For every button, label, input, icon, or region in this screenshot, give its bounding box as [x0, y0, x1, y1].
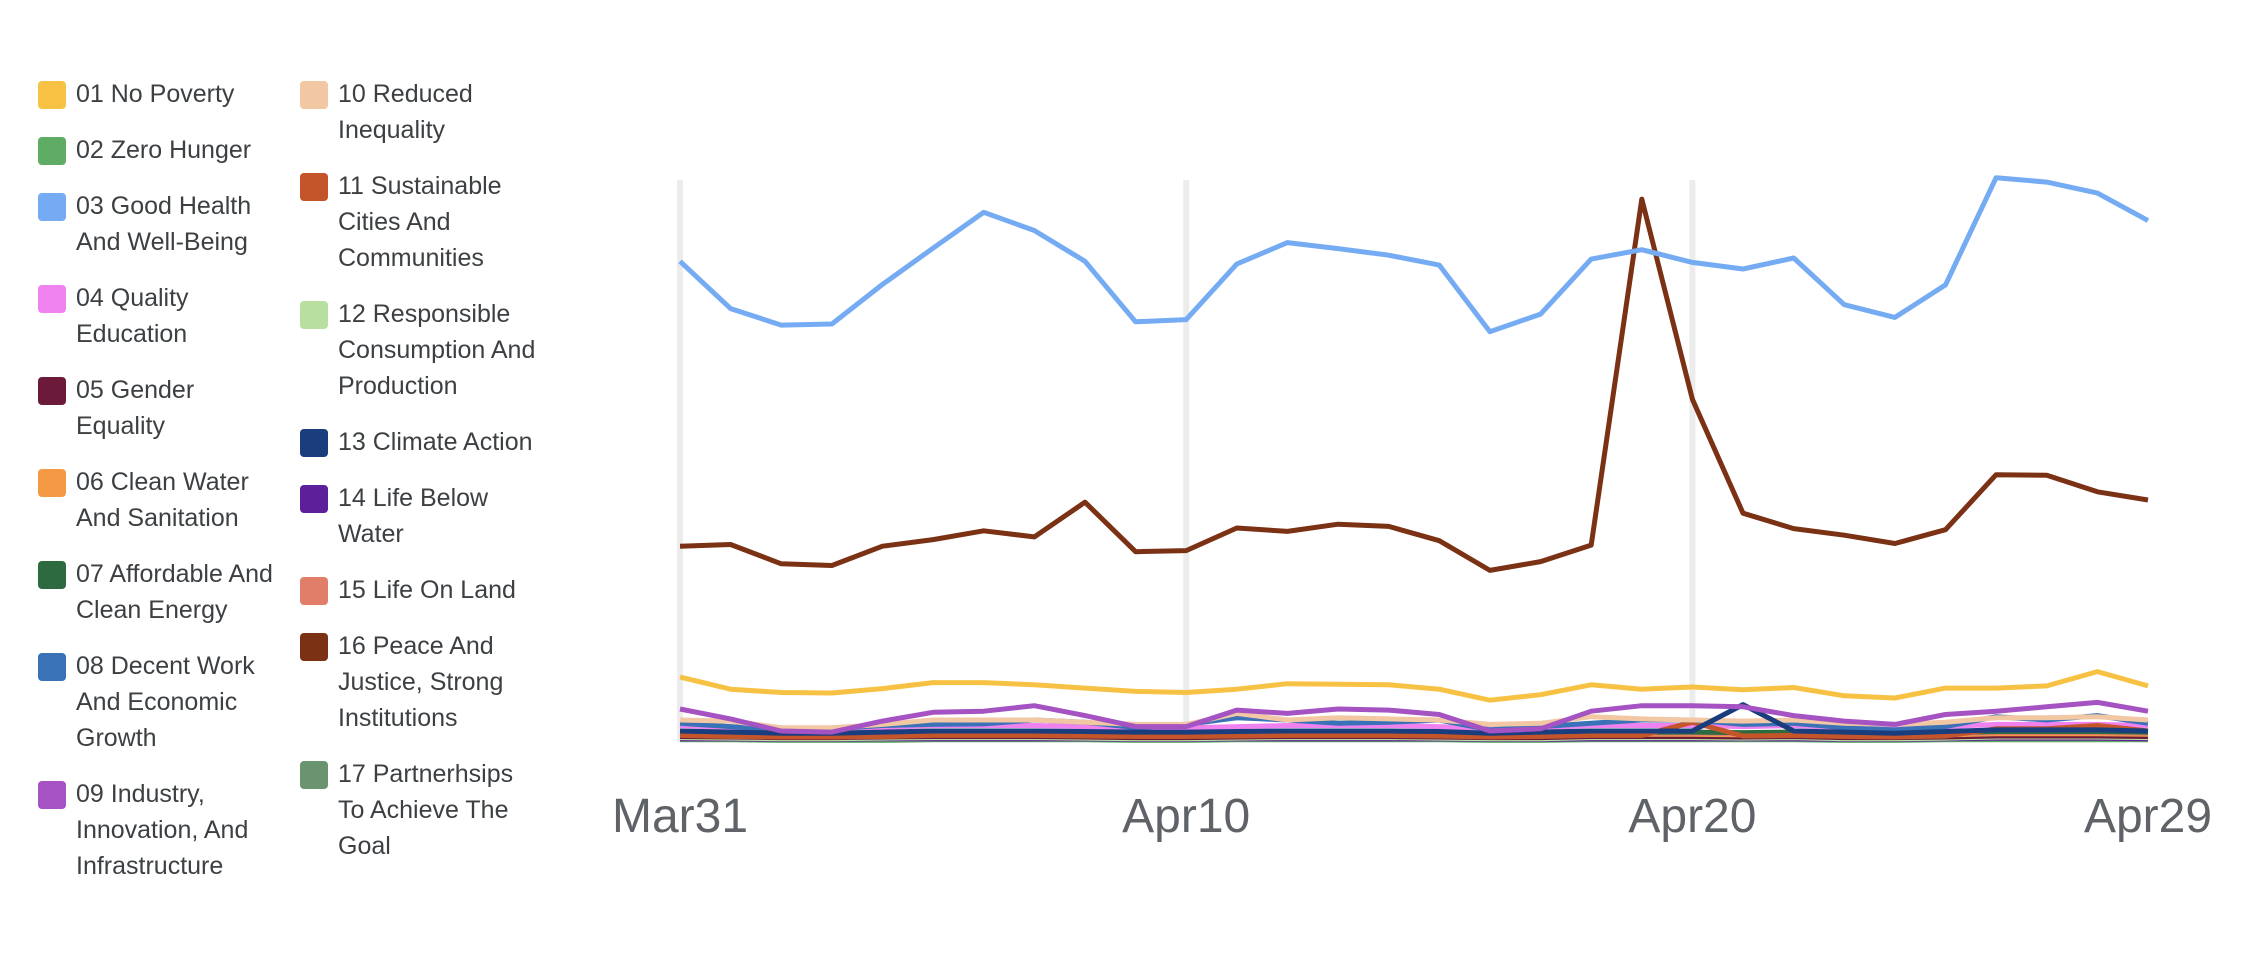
legend-label: 13 Climate Action: [338, 428, 533, 456]
legend-label: 03 Good Health And Well-Being: [76, 192, 252, 256]
legend-label: 17 Partnerhsips To Achieve The Goal: [338, 760, 514, 860]
legend-swatch: [38, 137, 66, 165]
x-axis-ticks: Mar31 Apr10 Apr20 Apr29: [612, 790, 2212, 843]
x-tick-label: Apr29: [2084, 790, 2212, 843]
legend-label: 12 Responsible Consumption And Productio…: [338, 300, 536, 400]
legend-item[interactable]: 06 Clean Water And Sanitation: [38, 464, 249, 536]
legend-item[interactable]: 12 Responsible Consumption And Productio…: [300, 296, 535, 404]
legend-label: 15 Life On Land: [338, 576, 516, 604]
legend-item[interactable]: 17 Partnerhsips To Achieve The Goal: [300, 756, 513, 864]
legend-item[interactable]: 02 Zero Hunger: [38, 132, 251, 168]
legend-swatch: [300, 429, 328, 457]
legend-swatch: [300, 173, 328, 201]
legend-swatch: [38, 81, 66, 109]
series-line-16: [679, 196, 2149, 573]
legend-item[interactable]: 16 Peace And Justice, Strong Institution…: [300, 628, 503, 736]
legend-swatch: [38, 377, 66, 405]
legend-item[interactable]: 03 Good Health And Well-Being: [38, 188, 251, 260]
legend-swatch: [38, 285, 66, 313]
legend-label: 16 Peace And Justice, Strong Institution…: [338, 632, 504, 732]
legend-label: 06 Clean Water And Sanitation: [76, 468, 249, 532]
legend-label: 10 Reduced Inequality: [338, 80, 473, 144]
legend-label: 08 Decent Work And Economic Growth: [76, 652, 255, 752]
legend-item[interactable]: 10 Reduced Inequality: [300, 76, 473, 148]
legend-label: 05 Gender Equality: [76, 376, 195, 440]
legend-swatch: [300, 577, 328, 605]
legend-label: 02 Zero Hunger: [76, 136, 252, 164]
legend-item[interactable]: 05 Gender Equality: [38, 372, 194, 444]
legend-item[interactable]: 01 No Poverty: [38, 76, 234, 112]
legend-item[interactable]: 15 Life On Land: [300, 572, 516, 608]
legend-label: 09 Industry, Innovation, And Infrastruct…: [76, 780, 249, 880]
legend-swatch: [38, 781, 66, 809]
series-line-11: [679, 719, 2149, 740]
legend-swatch: [38, 561, 66, 589]
x-tick-label: Apr20: [1628, 790, 1756, 843]
series-line-9: [679, 699, 2149, 735]
legend-swatch: [38, 193, 66, 221]
legend-label: 01 No Poverty: [76, 80, 235, 108]
grid-lines: [677, 180, 1696, 742]
legend-swatch: [300, 633, 328, 661]
legend-item[interactable]: 14 Life Below Water: [300, 480, 488, 552]
legend-item[interactable]: 13 Climate Action: [300, 424, 533, 460]
legend-swatch: [300, 485, 328, 513]
legend-swatch: [300, 761, 328, 789]
x-tick-label: Apr10: [1122, 790, 1250, 843]
legend-swatch: [38, 469, 66, 497]
legend-label: 04 Quality Education: [76, 284, 189, 348]
series-line-13: [679, 702, 2149, 736]
legend-label: 07 Affordable And Clean Energy: [76, 560, 273, 624]
legend-swatch: [300, 81, 328, 109]
x-tick-label: Mar31: [612, 790, 748, 843]
series-lines: [678, 175, 2150, 743]
legend-swatch: [300, 301, 328, 329]
legend-label: 11 Sustainable Cities And Communities: [338, 172, 502, 272]
legend: 01 No Poverty 02 Zero Hunger 03 Good Healt…: [38, 76, 578, 896]
series-line-3: [678, 175, 2150, 335]
legend-swatch: [38, 653, 66, 681]
legend-item[interactable]: 11 Sustainable Cities And Communities: [300, 168, 502, 276]
legend-item[interactable]: 04 Quality Education: [38, 280, 189, 352]
legend-label: 14 Life Below Water: [338, 484, 489, 548]
legend-item[interactable]: 08 Decent Work And Economic Growth: [38, 648, 255, 756]
legend-item[interactable]: 07 Affordable And Clean Energy: [38, 556, 273, 628]
legend-item[interactable]: 09 Industry, Innovation, And Infrastruct…: [38, 776, 248, 884]
series-line-1: [679, 669, 2149, 703]
